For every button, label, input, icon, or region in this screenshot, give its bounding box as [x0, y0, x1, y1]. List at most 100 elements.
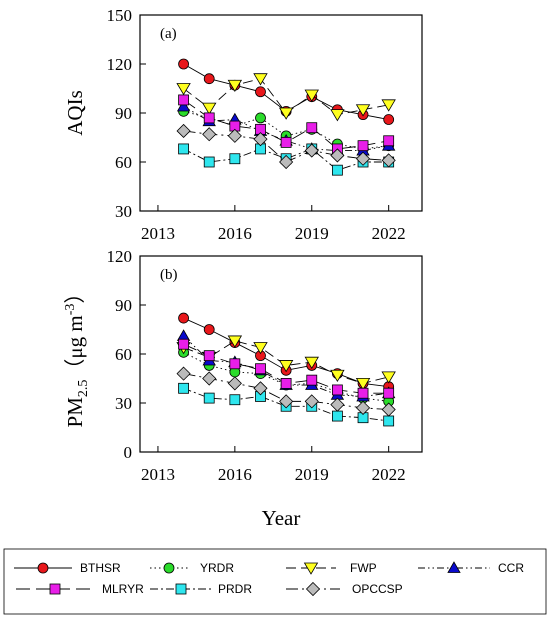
legend-label-fwp: FWP: [350, 561, 377, 575]
panel-b-y-axis-label: PM2.5（μg m-3）: [63, 283, 91, 428]
panel-a-x-tick-label-2022: 2022: [372, 224, 406, 243]
legend-marker-opccsp: [305, 581, 321, 597]
panel-b-point-opccsp-2018: [279, 394, 294, 409]
panel-b-point-prdr-2016: [229, 394, 241, 406]
ylabel-subscript: 2.5: [76, 380, 91, 398]
panel-b-y-tick-label-0: 0: [124, 443, 133, 462]
panel-a-point-opccsp-2019: [304, 143, 319, 158]
panel-a-point-mlryr-2022: [383, 135, 395, 147]
legend-item-opccsp: OPCCSP: [286, 581, 403, 597]
panel-b-x-tick-label-2022: 2022: [372, 465, 406, 484]
panel-b-point-opccsp-2015: [202, 371, 217, 386]
panel-b-series-opccsp: [176, 366, 396, 417]
panel-a-aqi-chart: (a) AQIs 30 60 90 120 150 2013 2016 2019 2022: [63, 6, 423, 243]
panel-b-point-mlryr-2016: [229, 358, 241, 370]
panel-b-point-prdr-2022: [383, 415, 395, 427]
panel-b-y-tick-label-60: 60: [115, 345, 132, 364]
panel-b-point-bthsr-2015: [203, 324, 215, 335]
panel-a-point-ccr-2014: [176, 99, 191, 112]
panel-a-series: [176, 58, 396, 176]
legend-marker-mlryr: [49, 583, 61, 595]
panel-b-point-opccsp-2021: [355, 400, 371, 415]
panel-a-point-fwp-2021: [355, 104, 371, 117]
panel-a-point-opccsp-2016: [227, 128, 242, 143]
ylabel-pm: PM: [63, 397, 87, 428]
panel-a-line-yrdr: [183, 110, 389, 150]
panel-b-point-bthsr-2014: [178, 312, 189, 324]
panel-b-series: [176, 312, 396, 427]
panel-b-point-prdr-2014: [178, 382, 189, 394]
legend-marker-ccr: [447, 561, 461, 573]
panel-a-point-bthsr-2022: [383, 114, 395, 125]
panel-b-point-opccsp-2017: [253, 381, 268, 396]
legend-item-yrdr: YRDR: [150, 561, 234, 575]
panel-a-y-tick-label-120: 120: [107, 55, 133, 74]
legend-item-prdr: PRDR: [150, 582, 252, 596]
panel-b-point-mlryr-2014: [178, 338, 189, 350]
legend-item-bthsr: BTHSR: [14, 561, 121, 575]
panel-a-point-opccsp-2017: [253, 132, 268, 147]
panel-b-point-fwp-2019: [304, 356, 319, 369]
panel-b-point-mlryr-2019: [306, 374, 318, 386]
panel-a-point-prdr-2016: [229, 153, 241, 165]
panel-a-point-opccsp-2020: [330, 148, 345, 163]
panel-b-point-fwp-2021: [355, 377, 371, 391]
panel-a-y-tick-label-150: 150: [107, 6, 133, 25]
panel-a-point-bthsr-2017: [255, 86, 266, 98]
panel-a-point-opccsp-2022: [381, 153, 396, 168]
panel-b-point-opccsp-2020: [330, 397, 345, 412]
legend-frame: [3, 548, 547, 615]
legend-item-mlryr: MLRYR: [16, 582, 144, 596]
panel-b-point-fwp-2017: [253, 342, 268, 355]
ylabel-close-paren: ）: [63, 283, 87, 304]
panel-b-point-fwp-2022: [381, 371, 396, 384]
panel-a-point-mlryr-2019: [306, 122, 318, 134]
legend-label-yrdr: YRDR: [200, 561, 234, 575]
panel-a-point-mlryr-2021: [357, 140, 369, 152]
panel-a-point-fwp-2015: [202, 102, 217, 115]
legend-label-mlryr: MLRYR: [102, 582, 144, 596]
panel-a-x-tick-label-2013: 2013: [141, 224, 175, 243]
panel-a-point-fwp-2016: [227, 79, 243, 93]
panel-a-point-fwp-2017: [253, 73, 268, 86]
panel-b-axes: 0 30 60 90 120 2013 2016 2019 2022: [107, 247, 406, 484]
legend: BTHSR YRDR FWP CCR MLRYR PRDR OPCCSP: [3, 548, 547, 615]
panel-b-point-mlryr-2015: [203, 350, 215, 362]
panel-b-x-tick-label-2013: 2013: [141, 465, 175, 484]
panel-b-point-mlryr-2017: [255, 363, 266, 375]
panel-b-label: (b): [160, 267, 178, 283]
panel-a-series-opccsp: [176, 123, 396, 170]
panel-b-point-mlryr-2020: [331, 384, 343, 396]
panel-a-axes: 30 60 90 120 150 2013 2016 2019 2022: [107, 6, 406, 243]
panel-b-x-tick-label-2016: 2016: [218, 465, 252, 484]
panel-b-line-fwp: [183, 340, 389, 384]
panel-b-point-mlryr-2018: [280, 377, 292, 389]
panel-a-point-yrdr-2017: [255, 112, 266, 124]
panel-a-line-prdr: [183, 148, 389, 171]
panel-b-pm25-chart: (b) PM2.5（μg m-3） 0 30 60 90 120 2013 2016 2019…: [63, 247, 423, 530]
legend-item-fwp: FWP: [286, 561, 377, 575]
legend-label-prdr: PRDR: [218, 582, 252, 596]
panel-b-point-prdr-2015: [203, 392, 215, 404]
panel-a-x-tick-label-2016: 2016: [218, 224, 252, 243]
panel-a-y-tick-label-60: 60: [115, 153, 132, 172]
panel-a-y-tick-label-90: 90: [115, 104, 132, 123]
panel-a-point-opccsp-2021: [355, 151, 371, 166]
legend-marker-yrdr: [163, 562, 175, 574]
panel-a-point-opccsp-2014: [176, 123, 191, 139]
panel-b-point-fwp-2020: [330, 369, 345, 383]
panel-a-point-prdr-2015: [203, 156, 215, 168]
panel-b-point-fwp-2018: [278, 360, 294, 373]
legend-items: BTHSR YRDR FWP CCR MLRYR PRDR OPCCSP: [14, 561, 524, 597]
legend-marker-bthsr: [37, 562, 49, 574]
legend-marker-prdr: [175, 583, 187, 595]
legend-marker-fwp: [303, 562, 319, 575]
legend-label-ccr: CCR: [498, 561, 524, 575]
panel-b-point-mlryr-2022: [383, 387, 395, 399]
panel-a-point-prdr-2014: [178, 143, 189, 155]
panel-b-x-axis-label: Year: [262, 506, 301, 530]
legend-label-opccsp: OPCCSP: [352, 582, 403, 596]
panel-b-y-tick-label-30: 30: [115, 394, 132, 413]
panel-a-y-axis-label: AQIs: [63, 90, 87, 136]
